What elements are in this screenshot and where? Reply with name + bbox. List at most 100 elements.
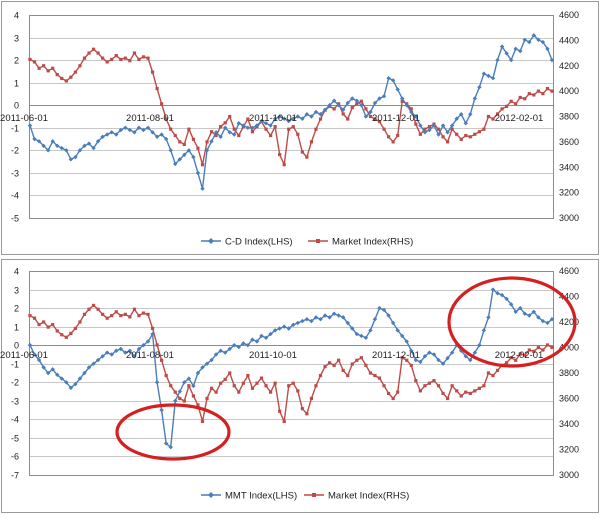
- cd-index-point: [486, 73, 491, 79]
- mmt-index-point: [182, 380, 187, 385]
- mmt-index-point: [300, 318, 305, 324]
- mmt-index-point: [200, 365, 205, 370]
- mmt-index-point: [191, 383, 196, 389]
- mmt-index-point: [241, 341, 246, 346]
- mmt-index-legend-marker: [208, 492, 214, 498]
- market-index-point: [341, 368, 345, 373]
- market-index-point: [350, 362, 354, 366]
- market-index-point: [386, 135, 391, 139]
- mmt-index-point: [481, 328, 487, 333]
- market-index-point: [536, 89, 540, 93]
- market-index-point: [527, 92, 531, 96]
- market-index-point: [232, 384, 236, 388]
- cd-index-point: [468, 112, 473, 117]
- market-index-point: [364, 107, 368, 111]
- mmt-index-point: [177, 389, 182, 394]
- cd-index-point: [404, 103, 409, 108]
- cd-index-point: [336, 103, 341, 108]
- mmt-index-point: [522, 311, 527, 316]
- market-index-point: [214, 133, 218, 138]
- mmt-index-point: [309, 318, 314, 324]
- cd-index-point: [91, 145, 96, 151]
- market-index-point: [69, 75, 73, 79]
- y-right-tick-label: 3600: [559, 137, 579, 147]
- market-index-point: [173, 390, 177, 394]
- cd-index-point: [409, 109, 414, 115]
- chart-panel: [1, 259, 599, 513]
- market-index-point: [55, 329, 59, 333]
- market-index-point: [119, 314, 123, 318]
- mmt-index-point: [427, 350, 432, 355]
- mmt-index-point: [418, 359, 423, 365]
- mmt-index-point: [32, 352, 37, 357]
- market-index-point: [391, 140, 395, 144]
- market-index-point: [87, 307, 91, 311]
- cd-index-point: [499, 44, 505, 49]
- mmt-index-point: [490, 287, 496, 292]
- y-left-tick-label: 1: [14, 79, 19, 89]
- mmt-index-point: [150, 331, 155, 337]
- market-index-point: [309, 396, 314, 401]
- mmt-index-point: [259, 333, 264, 339]
- market-index-point: [305, 155, 309, 159]
- cd-index-point: [77, 148, 83, 153]
- market-index-point: [37, 66, 41, 70]
- market-index-point: [495, 112, 500, 116]
- market-index-point: [545, 343, 550, 347]
- market-index-point: [423, 127, 427, 131]
- market-index-point: [28, 57, 32, 62]
- mmt-index-point: [331, 311, 337, 316]
- mmt-index-point: [68, 385, 74, 391]
- cd-index-point: [127, 127, 133, 133]
- mmt-index-point: [73, 381, 78, 387]
- mmt-index-point: [327, 315, 332, 320]
- cd-index-point: [259, 118, 264, 124]
- mmt-index-point: [431, 352, 437, 357]
- market-index-point: [196, 403, 200, 407]
- market-index-point: [486, 371, 491, 375]
- cd-index-point: [45, 148, 51, 153]
- cd-index-point: [390, 78, 396, 83]
- cd-index-point: [436, 132, 441, 137]
- cd-index-point: [213, 130, 219, 135]
- cd-index-point: [182, 152, 187, 158]
- x-tick-label: 2011-08-01: [126, 350, 174, 361]
- mmt-index-point: [100, 354, 105, 359]
- y-right-tick-label: 3800: [559, 112, 579, 122]
- market-index-point: [264, 384, 268, 388]
- cd-index-point: [100, 134, 105, 139]
- market-index-point: [110, 314, 114, 318]
- mmt-index-point: [277, 326, 282, 331]
- mmt-index-point: [350, 326, 355, 331]
- mmt-index-point: [549, 317, 555, 322]
- market-index-point: [541, 348, 545, 352]
- market-index-point: [214, 390, 218, 394]
- market-index-point: [228, 114, 232, 119]
- cd-index-point: [268, 123, 273, 128]
- market-index-point: [436, 384, 441, 388]
- cd-index-point: [159, 132, 164, 137]
- cd-index-point: [36, 139, 42, 144]
- mmt-index-point: [304, 317, 310, 322]
- market-index-point: [273, 381, 277, 385]
- market-index-point: [441, 391, 445, 395]
- market-index-point: [332, 363, 336, 367]
- market-index-point: [232, 127, 236, 131]
- mmt-index-point: [318, 317, 323, 322]
- market-index-point: [377, 376, 382, 380]
- market-index-point: [477, 386, 481, 390]
- market-index-point: [423, 384, 427, 388]
- market-index-point: [300, 407, 304, 411]
- cd-index-point: [341, 107, 346, 112]
- cd-index-point: [440, 123, 446, 128]
- market-index-point: [459, 137, 463, 141]
- cd-index-point: [86, 141, 92, 146]
- mmt-index-point: [236, 344, 241, 350]
- cd-index-chart: 4 3 2 1 0 -1 -2 -3 -4 -5 4600 4400 4200 4000 3800 3600 3…: [0, 1, 599, 255]
- market-index-point: [341, 112, 345, 116]
- cd-index-point: [318, 112, 323, 117]
- market-index-legend-label: Market Index(RHS): [328, 491, 409, 502]
- market-index-point: [137, 57, 141, 62]
- mmt-index-point: [136, 346, 142, 352]
